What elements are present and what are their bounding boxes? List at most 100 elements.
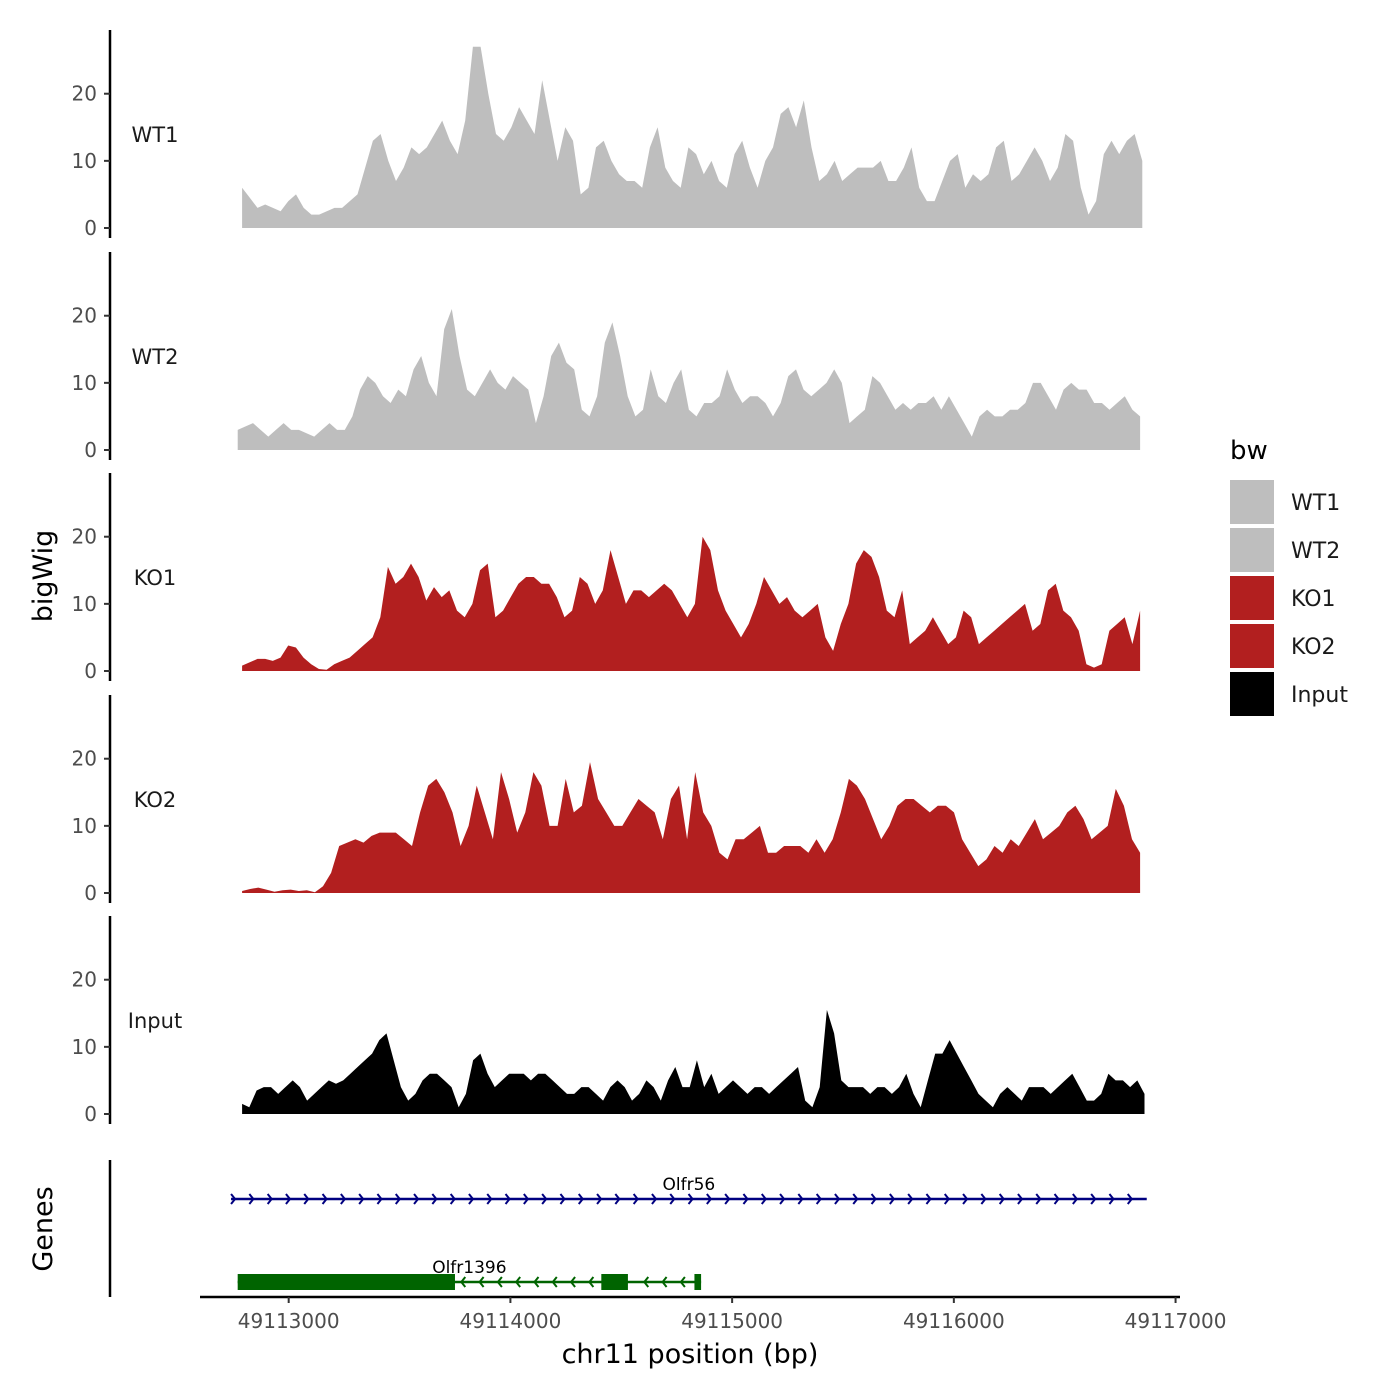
x-tick-label: 49115000: [681, 1309, 783, 1333]
strand-chevron: [569, 1276, 576, 1288]
track-wt1: 0 10 20 WT1: [72, 30, 1143, 240]
legend-swatch: [1230, 480, 1274, 524]
strand-chevron: [248, 1193, 255, 1205]
strand-chevron: [742, 1193, 749, 1205]
legend-label: WT2: [1291, 539, 1340, 564]
strand-chevron: [998, 1193, 1005, 1205]
strand-chevron: [651, 1193, 658, 1205]
strand-chevron: [596, 1193, 603, 1205]
strand-chevron: [614, 1193, 621, 1205]
strand-chevron: [266, 1193, 273, 1205]
track-wt2: 0 10 20 WT2: [72, 252, 1141, 462]
x-tick-label: 49114000: [460, 1309, 562, 1333]
strand-chevron: [559, 1193, 566, 1205]
x-axis-title: chr11 position (bp): [562, 1339, 819, 1370]
track-label: WT2: [132, 345, 179, 369]
legend-entry-input: Input: [1230, 672, 1348, 716]
strand-chevron: [533, 1276, 540, 1288]
y-tick-label: 10: [72, 814, 97, 838]
strand-chevron: [943, 1193, 951, 1205]
genes-panel: Olfr56 Olfr1396: [108, 1160, 1147, 1297]
legend-entry-wt1: WT1: [1230, 480, 1340, 524]
strand-chevron: [514, 1276, 521, 1288]
strand-chevron: [340, 1193, 347, 1205]
strand-chevron: [643, 1276, 650, 1288]
legend-swatch: [1230, 624, 1274, 668]
exon: [694, 1274, 702, 1290]
exon: [601, 1274, 628, 1290]
signal-area-ko1: [242, 536, 1141, 671]
y-tick-label: 0: [84, 659, 97, 683]
strand-chevron: [632, 1193, 639, 1205]
strand-chevron: [724, 1193, 731, 1205]
strand-chevron: [815, 1193, 822, 1205]
signal-area-input: [242, 1009, 1145, 1114]
strand-chevron: [1108, 1193, 1115, 1205]
strand-chevron: [285, 1193, 292, 1205]
strand-chevron: [496, 1276, 503, 1288]
x-tick-label: 49116000: [903, 1309, 1005, 1333]
strand-chevron: [907, 1193, 914, 1205]
gene-olfr1396: Olfr1396: [237, 1258, 702, 1290]
track-ko2: 0 10 20 KO2: [72, 695, 1141, 905]
legend-title: bw: [1230, 436, 1268, 466]
legend-label: WT1: [1291, 491, 1340, 516]
strand-chevron: [230, 1193, 237, 1205]
strand-chevron: [577, 1193, 585, 1205]
legend-entries: WT1 WT2 KO1 KO2 Input: [1230, 480, 1348, 716]
track-ko1: 0 10 20 KO1: [72, 473, 1141, 683]
strand-chevron: [321, 1193, 328, 1205]
strand-chevron: [852, 1193, 859, 1205]
legend-entry-ko2: KO2: [1230, 624, 1336, 668]
strand-chevron: [1126, 1193, 1134, 1205]
strand-chevron: [376, 1193, 383, 1205]
x-axis: 49113000 49114000 49115000 49116000 49117000: [200, 1295, 1227, 1333]
gene-label: Olfr56: [663, 1175, 716, 1195]
track-input: 0 10 20 Input: [72, 916, 1145, 1126]
y-tick-label: 20: [72, 82, 97, 106]
strand-chevron: [779, 1193, 786, 1205]
strand-chevron: [870, 1193, 877, 1205]
strand-chevron: [661, 1276, 668, 1288]
signal-area-wt2: [237, 309, 1141, 450]
strand-chevron: [541, 1193, 548, 1205]
strand-chevron: [431, 1193, 438, 1205]
genes-axis-title: Genes: [28, 1186, 59, 1271]
x-tick-label: 49117000: [1125, 1309, 1227, 1333]
legend: bw WT1 WT2 KO1 KO2 Input: [1230, 436, 1348, 716]
strand-chevron: [706, 1193, 713, 1205]
strand-chevron: [460, 1276, 467, 1288]
y-tick-label: 10: [72, 592, 97, 616]
strand-chevron: [962, 1193, 969, 1205]
strand-chevron: [504, 1193, 511, 1205]
strand-chevron: [669, 1193, 676, 1205]
strand-chevron: [478, 1276, 485, 1288]
y-tick-label: 10: [72, 371, 97, 395]
y-tick-label: 20: [72, 968, 97, 992]
strand-chevron: [687, 1193, 694, 1205]
y-axis-title: bigWig: [28, 530, 59, 623]
track-label: KO1: [134, 566, 177, 590]
track-label: KO2: [134, 788, 177, 812]
strand-chevron: [679, 1276, 686, 1288]
legend-entry-wt2: WT2: [1230, 528, 1340, 572]
gene-olfr56: Olfr56: [230, 1175, 1147, 1205]
legend-label: Input: [1291, 683, 1348, 708]
x-tick-label: 49113000: [238, 1309, 340, 1333]
legend-label: KO2: [1291, 635, 1336, 660]
strand-chevron: [834, 1193, 841, 1205]
strand-chevron: [486, 1193, 493, 1205]
track-label: Input: [128, 1009, 182, 1033]
strand-chevron: [449, 1193, 456, 1205]
legend-swatch: [1230, 576, 1274, 620]
strand-chevron: [980, 1193, 987, 1205]
y-tick-label: 20: [72, 304, 97, 328]
strand-chevron: [760, 1193, 768, 1205]
strand-chevron: [358, 1193, 365, 1205]
y-tick-label: 20: [72, 525, 97, 549]
strand-chevron: [1090, 1193, 1097, 1205]
strand-chevron: [551, 1276, 558, 1288]
strand-chevron: [797, 1193, 804, 1205]
strand-chevron: [394, 1193, 402, 1205]
